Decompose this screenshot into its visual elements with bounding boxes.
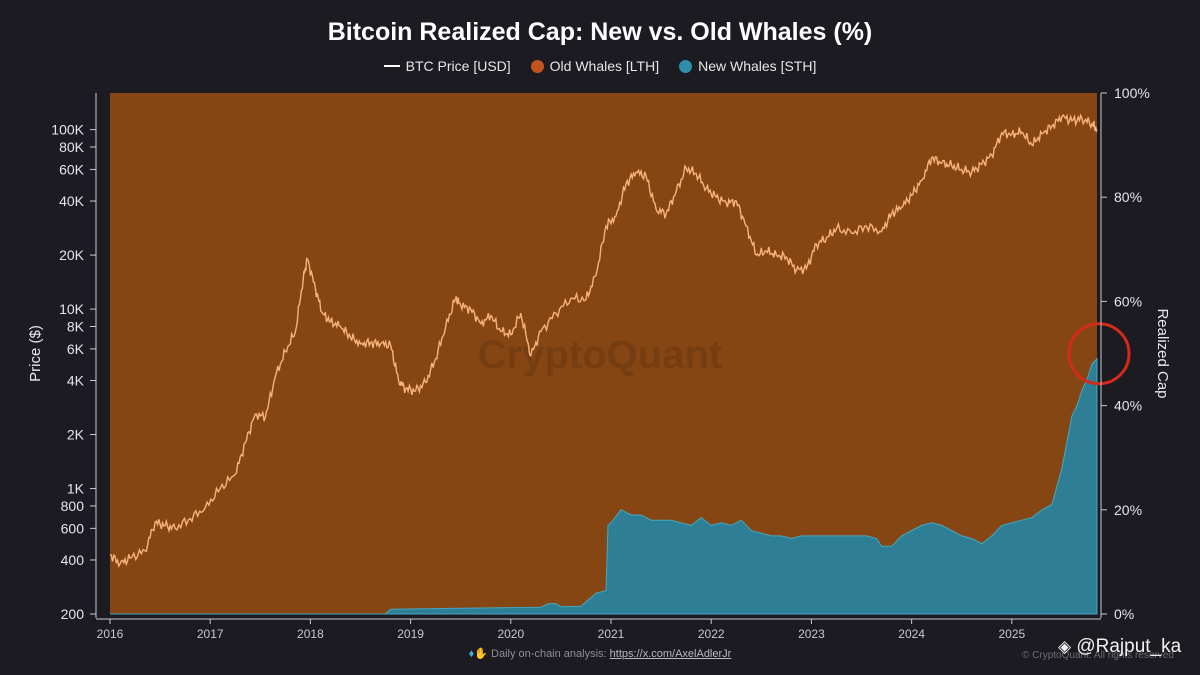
watermark-copyright: © CryptoQuant. All rights reserved bbox=[1022, 650, 1174, 661]
legend-item-new-whales[interactable]: New Whales [STH] bbox=[679, 58, 816, 74]
chart-legend: BTC Price [USD] Old Whales [LTH] New Wha… bbox=[0, 58, 1200, 74]
left-tick-label: 8K bbox=[67, 318, 85, 334]
left-tick-label: 40K bbox=[59, 193, 85, 209]
legend-label: Old Whales [LTH] bbox=[549, 58, 660, 74]
right-tick-label: 40% bbox=[1114, 398, 1142, 414]
x-tick-label: 2021 bbox=[598, 627, 625, 641]
footer-link[interactable]: https://x.com/AxelAdlerJr bbox=[609, 648, 732, 660]
new-whales-area bbox=[110, 357, 1098, 615]
watermark-handle: ◈ @Rajput_ka bbox=[1058, 636, 1181, 658]
x-tick-label: 2016 bbox=[97, 627, 124, 641]
x-tick-label: 2020 bbox=[497, 627, 524, 641]
left-tick-label: 600 bbox=[61, 520, 85, 536]
btc-price-line bbox=[109, 113, 1098, 568]
legend-item-old-whales[interactable]: Old Whales [LTH] bbox=[530, 58, 660, 74]
legend-line-marker bbox=[383, 65, 400, 67]
legend-item-btc-price[interactable]: BTC Price [USD] bbox=[383, 58, 511, 74]
x-tick-label: 2019 bbox=[397, 627, 424, 641]
left-tick-label: 2K bbox=[67, 427, 85, 443]
left-tick-label: 80K bbox=[59, 139, 85, 155]
right-tick-label: 60% bbox=[1114, 293, 1142, 309]
legend-dot-marker bbox=[679, 59, 693, 73]
left-tick-label: 200 bbox=[61, 606, 85, 622]
x-tick-label: 2025 bbox=[998, 627, 1025, 641]
legend-label: New Whales [STH] bbox=[698, 58, 817, 74]
footer: ♦✋ Daily on-chain analysis: https://x.co… bbox=[468, 648, 732, 660]
legend-dot-marker bbox=[530, 59, 544, 73]
x-tick-label: 2023 bbox=[798, 627, 825, 641]
footer-text: Daily on-chain analysis: bbox=[491, 648, 607, 660]
y-axis-left-label: Price ($) bbox=[27, 325, 44, 382]
left-tick-label: 800 bbox=[61, 498, 85, 514]
left-tick-label: 60K bbox=[59, 161, 85, 177]
x-tick-label: 2024 bbox=[898, 627, 925, 641]
left-tick-label: 20K bbox=[59, 247, 85, 263]
left-tick-label: 4K bbox=[67, 373, 85, 389]
y-axis-right-label: Realized Cap bbox=[1154, 308, 1171, 398]
highlight-circle bbox=[1067, 322, 1131, 386]
right-tick-label: 100% bbox=[1114, 85, 1150, 101]
left-tick-label: 10K bbox=[59, 301, 85, 317]
binance-logo-icon: ◈ bbox=[1058, 637, 1072, 656]
right-tick-label: 20% bbox=[1114, 502, 1142, 518]
right-tick-label: 0% bbox=[1114, 606, 1134, 622]
left-tick-label: 1K bbox=[67, 481, 85, 497]
watermark-handle-text: @Rajput_ka bbox=[1076, 636, 1182, 657]
x-tick-label: 2022 bbox=[698, 627, 725, 641]
footer-icons: ♦ bbox=[468, 648, 475, 660]
legend-label: BTC Price [USD] bbox=[405, 58, 511, 74]
x-tick-label: 2017 bbox=[197, 627, 224, 641]
watermark-cryptoquant: CryptoQuant bbox=[478, 333, 722, 377]
right-tick-label: 80% bbox=[1114, 189, 1142, 205]
x-tick-label: 2018 bbox=[297, 627, 324, 641]
left-tick-label: 100K bbox=[51, 122, 84, 138]
left-tick-label: 400 bbox=[61, 552, 85, 568]
left-tick-label: 6K bbox=[67, 341, 85, 357]
chart-title: Bitcoin Realized Cap: New vs. Old Whales… bbox=[327, 18, 873, 46]
